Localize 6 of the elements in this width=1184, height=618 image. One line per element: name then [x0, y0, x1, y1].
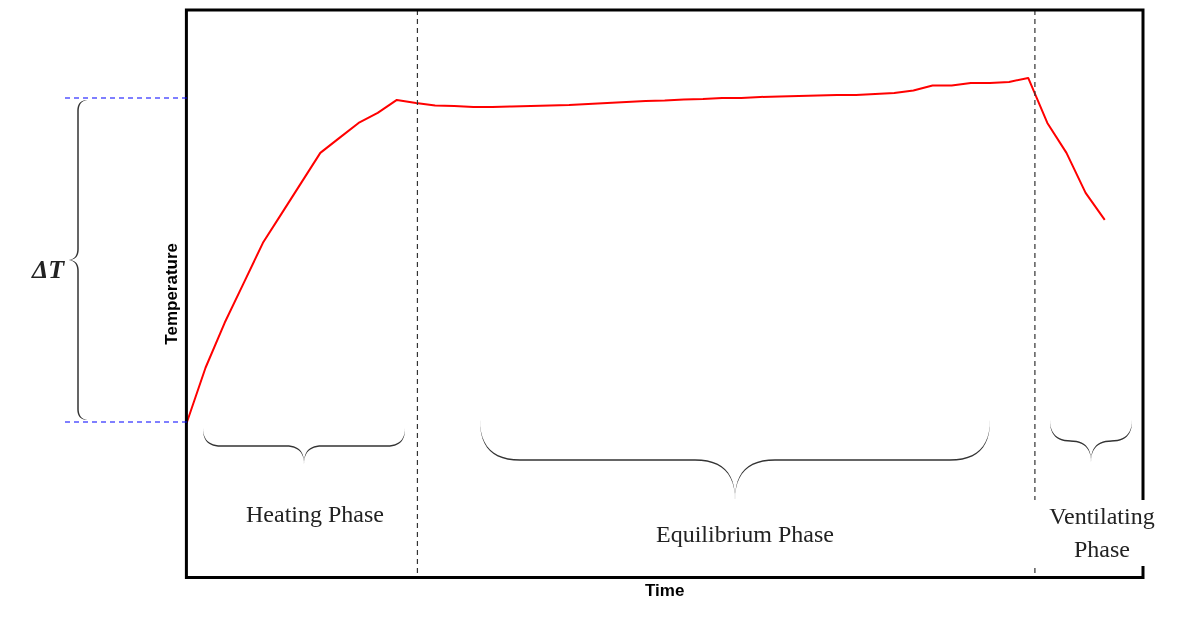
x-axis-title: Time: [645, 581, 685, 601]
y-axis-title: Temperature: [161, 242, 181, 345]
annotation: Heating Phase: [245, 500, 385, 529]
annotation: Ventilating Phase: [1032, 500, 1172, 566]
annotation: Equilibrium Phase: [655, 520, 835, 549]
text: ΔT: [30, 254, 66, 286]
